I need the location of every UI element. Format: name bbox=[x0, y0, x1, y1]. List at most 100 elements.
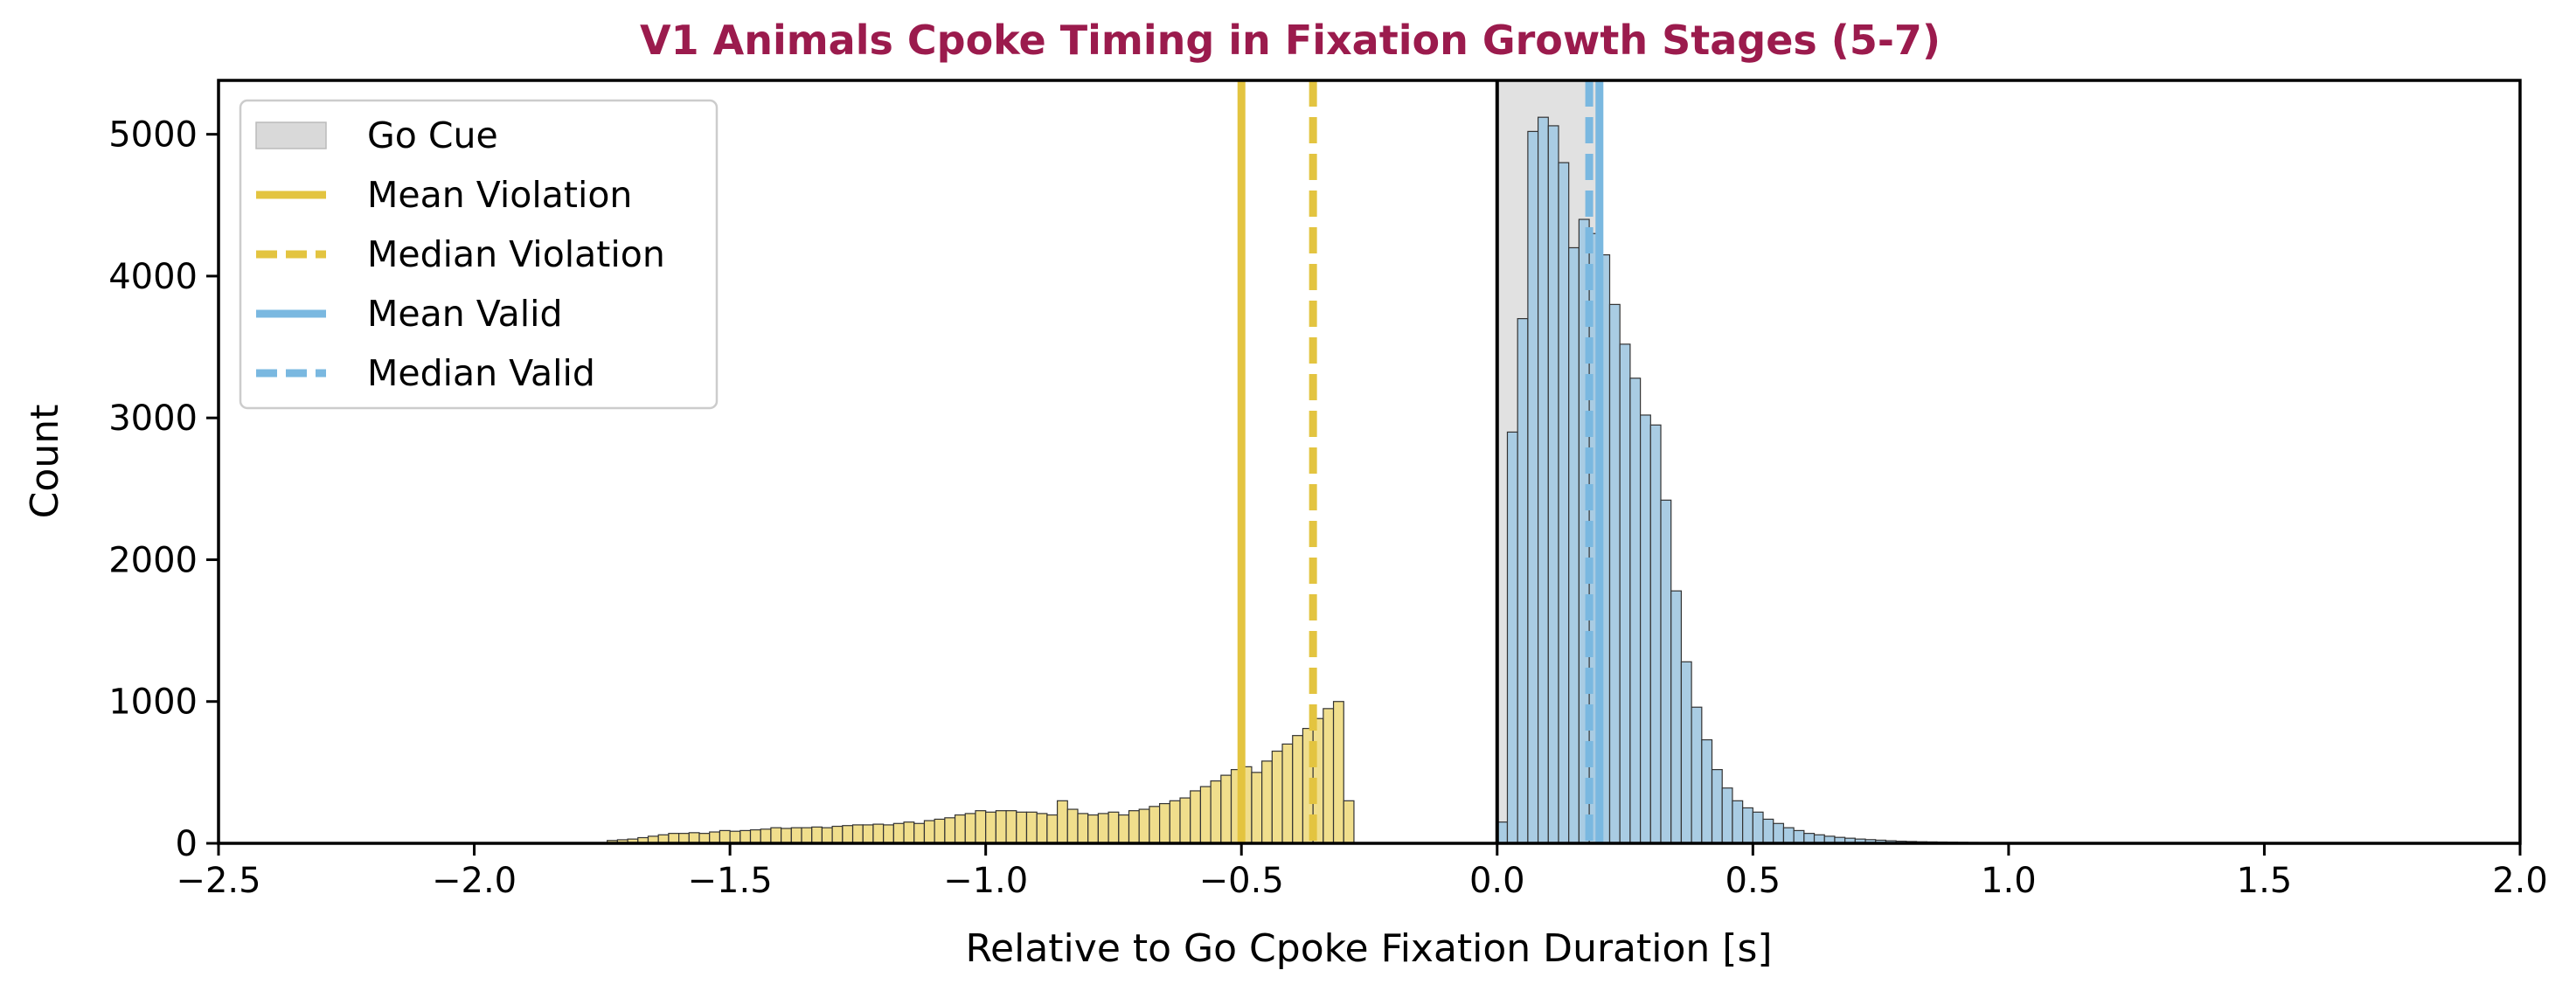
histogram-bar bbox=[883, 824, 894, 844]
histogram-bar bbox=[790, 827, 802, 844]
histogram-bar bbox=[1649, 424, 1662, 844]
histogram-bar bbox=[729, 830, 741, 844]
histogram-bar bbox=[1077, 813, 1089, 844]
histogram-bar bbox=[749, 828, 761, 844]
histogram-bar bbox=[1762, 818, 1774, 844]
histogram-bar bbox=[1332, 701, 1344, 844]
x-tick-label: 1.5 bbox=[2237, 861, 2293, 901]
x-tick-label: 0.5 bbox=[1725, 861, 1781, 901]
histogram-bar bbox=[1506, 431, 1518, 844]
histogram-bar bbox=[1773, 822, 1785, 844]
histogram-bar bbox=[995, 810, 1007, 844]
y-tick-label: 2000 bbox=[108, 540, 198, 580]
histogram-bar bbox=[770, 827, 782, 844]
histogram-bar bbox=[1323, 708, 1335, 844]
y-tick-label: 5000 bbox=[108, 115, 198, 156]
histogram-bar bbox=[1159, 802, 1170, 844]
histogram-bar bbox=[831, 825, 844, 844]
histogram-bar bbox=[892, 822, 905, 844]
histogram-bar bbox=[1608, 303, 1621, 844]
histogram-bar bbox=[1517, 318, 1529, 844]
histogram-bar bbox=[1527, 130, 1539, 844]
histogram-bar bbox=[1752, 811, 1764, 844]
histogram-bar bbox=[1118, 814, 1130, 844]
histogram-bar bbox=[1066, 808, 1079, 844]
histogram-bar bbox=[913, 822, 926, 844]
histogram-bar bbox=[1271, 750, 1283, 844]
histogram-bar bbox=[1721, 787, 1733, 844]
histogram-bar bbox=[985, 811, 996, 844]
histogram-bar bbox=[1568, 246, 1580, 844]
histogram-bar bbox=[1711, 769, 1723, 844]
legend-box bbox=[239, 99, 719, 410]
y-tick-label: 4000 bbox=[108, 257, 198, 297]
histogram-bar bbox=[1670, 590, 1683, 844]
x-tick-label: 1.0 bbox=[1981, 861, 2037, 901]
histogram-bar bbox=[1210, 780, 1222, 844]
histogram-bar bbox=[1680, 661, 1692, 844]
histogram-bar bbox=[688, 832, 700, 844]
histogram-bar bbox=[1097, 813, 1109, 844]
histogram-bar bbox=[1138, 808, 1150, 844]
histogram-bar bbox=[1782, 827, 1795, 844]
histogram-bar bbox=[954, 814, 966, 844]
histogram-bar bbox=[1343, 800, 1355, 844]
histogram-bar bbox=[1128, 810, 1140, 844]
histogram-bar bbox=[1056, 800, 1068, 844]
legend-label: Mean Valid bbox=[367, 293, 563, 335]
x-tick-label: −0.5 bbox=[1199, 861, 1284, 901]
y-axis-label: Count bbox=[23, 405, 67, 519]
y-tick-label: 1000 bbox=[108, 683, 198, 723]
legend-item: Go Cue bbox=[255, 114, 498, 156]
histogram-bar bbox=[1547, 125, 1559, 844]
plot-area bbox=[607, 80, 2521, 844]
histogram-bar bbox=[821, 827, 833, 844]
histogram-bar bbox=[934, 818, 946, 844]
histogram-bar bbox=[1261, 760, 1273, 844]
histogram-bar bbox=[903, 821, 915, 844]
histogram-bar bbox=[944, 817, 956, 844]
histogram-bar bbox=[1251, 772, 1263, 844]
y-tick-label: 3000 bbox=[108, 399, 198, 439]
histogram-bar bbox=[1149, 806, 1161, 844]
legend-label: Median Valid bbox=[367, 352, 595, 394]
legend-item: Mean Violation bbox=[256, 174, 632, 216]
legend-item: Median Valid bbox=[256, 352, 595, 394]
histogram-bar bbox=[1036, 813, 1048, 844]
histogram-bar bbox=[872, 823, 885, 844]
histogram-bar bbox=[801, 827, 813, 844]
histogram-bar bbox=[1701, 738, 1713, 844]
histogram-bar bbox=[1016, 811, 1028, 844]
histogram-bar bbox=[1629, 378, 1642, 844]
legend-label: Median Violation bbox=[367, 233, 665, 275]
histogram-bar bbox=[1558, 162, 1570, 844]
histogram-bar bbox=[842, 825, 854, 844]
y-tick-label: 0 bbox=[176, 824, 198, 864]
histogram-bar bbox=[1640, 414, 1651, 844]
histogram-bar bbox=[1793, 829, 1805, 844]
x-tick-label: 0.0 bbox=[1469, 861, 1525, 901]
histogram-bar bbox=[719, 829, 731, 844]
histogram-bar bbox=[923, 820, 935, 844]
histogram-bar bbox=[1732, 800, 1744, 844]
histogram-bar bbox=[851, 824, 864, 844]
histogram-bar bbox=[1046, 814, 1059, 844]
x-tick-label: 2.0 bbox=[2492, 861, 2548, 901]
histogram-bar bbox=[1660, 499, 1672, 844]
x-tick-label: −2.5 bbox=[176, 861, 260, 901]
legend-label: Mean Violation bbox=[367, 174, 632, 216]
histogram-bar bbox=[862, 824, 874, 844]
histogram-bar bbox=[1107, 811, 1120, 844]
histogram-bar bbox=[1179, 797, 1191, 844]
histogram-bar bbox=[1220, 774, 1232, 844]
legend-item: Median Violation bbox=[256, 233, 665, 275]
histogram-bar bbox=[1537, 116, 1549, 844]
histogram-bar bbox=[739, 829, 752, 844]
y-axis: 0 1000 2000 3000 4000 5000 bbox=[108, 115, 219, 864]
x-tick-label: −1.0 bbox=[943, 861, 1028, 901]
chart-title: V1 Animals Cpoke Timing in Fixation Grow… bbox=[640, 17, 1941, 64]
legend-label: Go Cue bbox=[367, 114, 498, 156]
histogram-bar bbox=[1292, 735, 1304, 844]
legend-swatch bbox=[255, 121, 327, 149]
